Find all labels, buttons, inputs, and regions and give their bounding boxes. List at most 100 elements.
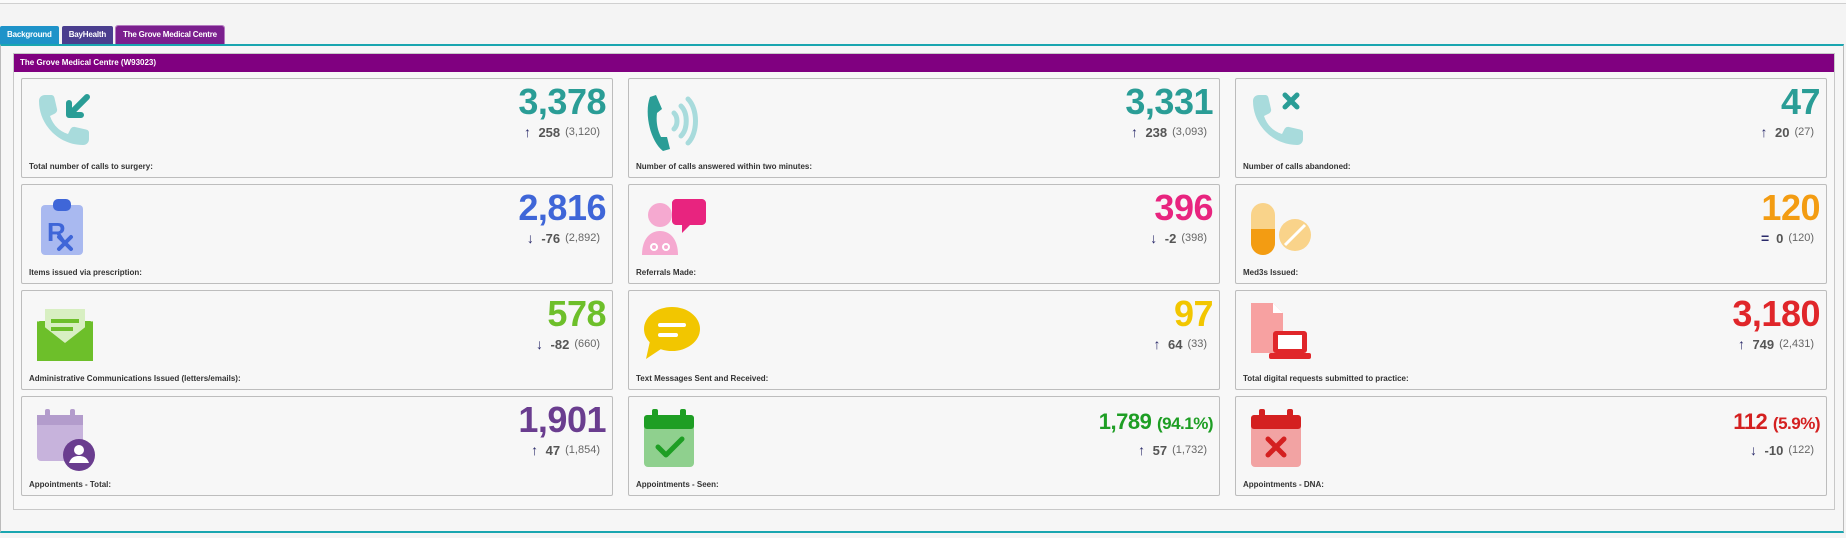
tab-bar: Background BayHealth The Grove Medical C… [0, 25, 225, 45]
card-value: 47 [1780, 81, 1821, 122]
previous-value: (120) [1788, 232, 1814, 244]
previous-value: (122) [1788, 444, 1814, 456]
card-text-messages: 97 ↑ 64 (33) Text Messages Sent and Rece… [628, 290, 1220, 390]
card-calls-answered: 3,331 ↑ 238 (3,093) Number of calls answ… [628, 78, 1220, 178]
previous-value: (2,431) [1779, 338, 1814, 350]
card-label: Appointments - DNA: [1243, 480, 1324, 489]
card-change: ↓ -82 (660) [534, 336, 600, 352]
change-delta: 0 [1776, 230, 1784, 246]
card-change: ↑ 749 (2,431) [1735, 336, 1814, 352]
change-arrow-icon: ↑ [1760, 124, 1768, 140]
prescription-icon: R [29, 191, 99, 261]
change-delta: 258 [538, 124, 561, 140]
card-change: ↑ 57 (1,732) [1136, 442, 1207, 458]
card-prescriptions: R 2,816 ↓ -76 (2,892) Items issued via p… [21, 184, 613, 284]
change-delta: -10 [1764, 442, 1784, 458]
card-value: 2,816 [518, 187, 606, 228]
card-med3s: 120 = 0 (120) Med3s Issued: [1235, 184, 1827, 284]
card-calls-abandoned: 47 ↑ 20 (27) Number of calls abandoned: [1235, 78, 1827, 178]
card-value: 396 [1154, 187, 1213, 228]
change-delta: -76 [541, 230, 561, 246]
phone-answered-icon [636, 85, 706, 155]
card-value: 3,180 [1732, 293, 1820, 334]
card-admin-comms: 578 ↓ -82 (660) Administrative Communica… [21, 290, 613, 390]
calendar-check-icon [636, 403, 706, 473]
panel-title: The Grove Medical Centre (W93023) [14, 54, 1834, 72]
previous-value: (1,732) [1172, 444, 1207, 456]
value-percentage: (94.1%) [1156, 414, 1214, 433]
card-label: Administrative Communications Issued (le… [29, 374, 241, 383]
change-delta: 238 [1145, 124, 1168, 140]
calendar-user-icon [29, 403, 99, 473]
previous-value: (398) [1181, 232, 1207, 244]
card-change: ↑ 238 (3,093) [1128, 124, 1207, 140]
previous-value: (3,093) [1172, 126, 1207, 138]
previous-value: (3,120) [565, 126, 600, 138]
card-label: Total digital requests submitted to prac… [1243, 374, 1409, 383]
card-digital-requests: 3,180 ↑ 749 (2,431) Total digital reques… [1235, 290, 1827, 390]
previous-value: (33) [1187, 338, 1207, 350]
card-change: ↑ 47 (1,854) [529, 442, 600, 458]
previous-value: (1,854) [565, 444, 600, 456]
value-count: 112 [1733, 409, 1768, 434]
change-arrow-icon: ↑ [1130, 124, 1138, 140]
card-value: 120 [1761, 187, 1820, 228]
content-frame: The Grove Medical Centre (W93023) 3,378 … [0, 44, 1844, 533]
change-arrow-icon: ↑ [1153, 336, 1161, 352]
practice-panel: The Grove Medical Centre (W93023) 3,378 … [13, 53, 1835, 510]
change-arrow-icon: ↑ [1138, 442, 1146, 458]
card-appointments-total: 1,901 ↑ 47 (1,854) Appointments - Total: [21, 396, 613, 496]
previous-value: (2,892) [565, 232, 600, 244]
change-arrow-icon: ↑ [531, 442, 539, 458]
doctor-referral-icon [636, 191, 706, 261]
card-value: 97 [1173, 293, 1214, 334]
card-value: 1,901 [518, 399, 606, 440]
envelope-letter-icon [29, 297, 99, 367]
change-delta: -2 [1164, 230, 1177, 246]
card-change: ↓ -10 (122) [1748, 442, 1814, 458]
change-delta: 20 [1774, 124, 1790, 140]
tab-bayhealth[interactable]: BayHealth [61, 26, 114, 44]
card-value: 3,331 [1125, 81, 1213, 122]
card-change: ↑ 20 (27) [1758, 124, 1814, 140]
card-appointments-dna: 112 (5.9%) ↓ -10 (122) Appointments - DN… [1235, 396, 1827, 496]
tab-grove-medical-centre[interactable]: The Grove Medical Centre [115, 25, 225, 45]
card-label: Med3s Issued: [1243, 268, 1299, 277]
card-label: Total number of calls to surgery: [29, 162, 153, 171]
tab-background[interactable]: Background [0, 26, 59, 44]
calendar-cross-icon [1243, 403, 1313, 473]
card-value: 578 [547, 293, 606, 334]
card-label: Appointments - Total: [29, 480, 112, 489]
value-count: 1,789 [1098, 409, 1152, 434]
previous-value: (660) [574, 338, 600, 350]
card-value: 112 (5.9%) [1733, 409, 1820, 435]
top-bar [0, 0, 1846, 4]
change-arrow-icon: ↓ [526, 230, 534, 246]
card-label: Number of calls answered within two minu… [636, 162, 813, 171]
value-percentage: (5.9%) [1772, 414, 1821, 433]
change-delta: 47 [545, 442, 561, 458]
card-value: 3,378 [518, 81, 606, 122]
change-delta: -82 [550, 336, 570, 352]
change-arrow-icon: ↓ [1750, 442, 1758, 458]
card-label: Referrals Made: [636, 268, 697, 277]
card-label: Appointments - Seen: [636, 480, 719, 489]
change-delta: 749 [1752, 336, 1775, 352]
change-arrow-icon: ↓ [536, 336, 544, 352]
phone-incoming-icon [29, 85, 99, 155]
change-delta: 64 [1167, 336, 1183, 352]
card-change: ↓ -2 (398) [1148, 230, 1207, 246]
change-arrow-icon: ↓ [1150, 230, 1158, 246]
change-equal-icon: = [1760, 230, 1770, 246]
card-appointments-seen: 1,789 (94.1%) ↑ 57 (1,732) Appointments … [628, 396, 1220, 496]
card-label: Number of calls abandoned: [1243, 162, 1351, 171]
phone-abandoned-icon [1243, 85, 1313, 155]
card-label: Items issued via prescription: [29, 268, 142, 277]
card-change: ↑ 64 (33) [1151, 336, 1207, 352]
card-value: 1,789 (94.1%) [1098, 409, 1214, 435]
change-arrow-icon: ↑ [1737, 336, 1745, 352]
chat-bubble-icon [636, 297, 706, 367]
pills-icon [1243, 191, 1313, 261]
card-change: ↓ -76 (2,892) [524, 230, 600, 246]
card-total-calls: 3,378 ↑ 258 (3,120) Total number of call… [21, 78, 613, 178]
